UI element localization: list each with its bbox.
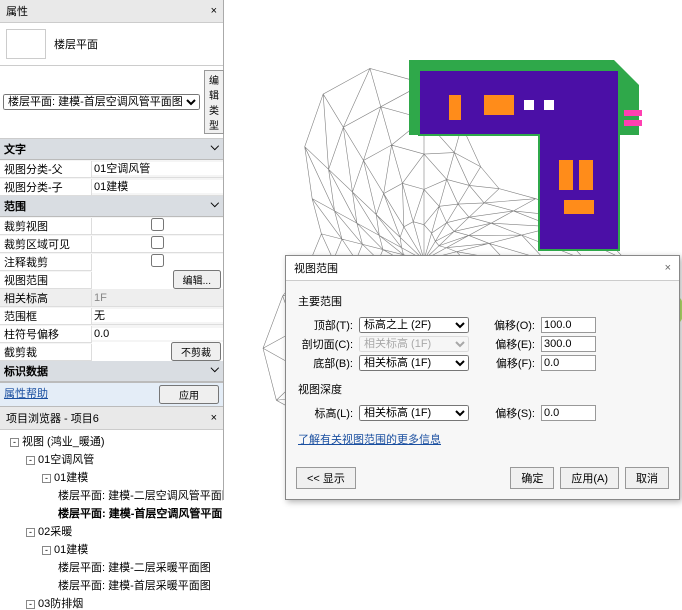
properties-panel: 属性 × 楼层平面 楼层平面: 建模-首层空调风管平面图 编辑类型 文字⌵ 视图…	[0, 0, 224, 500]
view-range-button[interactable]: 编辑...	[173, 270, 221, 289]
anno-crop-check[interactable]	[94, 254, 221, 267]
bottom-offset-field[interactable]	[541, 355, 596, 371]
dialog-title: 视图范围	[294, 260, 338, 276]
type-selector[interactable]: 楼层平面: 建模-首层空调风管平面图	[3, 94, 200, 110]
type-selector-row: 楼层平面: 建模-首层空调风管平面图 编辑类型	[0, 66, 223, 139]
floorplan-icon	[6, 29, 46, 59]
properties-header: 属性 ×	[0, 0, 223, 23]
close-icon[interactable]: ×	[211, 5, 217, 17]
section-scope[interactable]: 范围⌵	[0, 196, 223, 217]
tree-toggle[interactable]: -	[26, 600, 35, 609]
cut-by-button[interactable]: 不剪裁	[171, 342, 221, 361]
tree-item[interactable]: 楼层平面: 建模-二层空调风管平面图	[0, 486, 223, 504]
section-text[interactable]: 文字⌵	[0, 139, 223, 160]
level-select[interactable]: 相关标高 (1F)	[359, 405, 469, 421]
prop-label: 视图分类-子	[0, 179, 92, 195]
group-depth: 视图深度	[298, 381, 667, 399]
crop-visible-check[interactable]	[94, 236, 221, 249]
tree-toggle[interactable]: -	[42, 474, 51, 483]
section-identity[interactable]: 标识数据⌵	[0, 361, 223, 382]
class-parent-field[interactable]	[94, 162, 221, 174]
prop-help-link[interactable]: 属性帮助	[4, 385, 48, 404]
tree-item-active[interactable]: 楼层平面: 建模-首层空调风管平面图	[0, 504, 223, 522]
col-offset-field[interactable]	[94, 328, 221, 340]
tree-item[interactable]: 楼层平面: 建模-二层采暖平面图	[0, 558, 223, 576]
panel-title: 属性	[6, 3, 28, 19]
top-select[interactable]: 标高之上 (2F)	[359, 317, 469, 333]
type-label: 楼层平面	[54, 36, 98, 52]
rel-level-value: 1F	[92, 292, 223, 304]
help-row: 属性帮助 应用	[0, 382, 223, 407]
cut-select: 相关标高 (1F)	[359, 336, 469, 352]
edit-type-button[interactable]: 编辑类型	[204, 70, 224, 134]
tree-toggle[interactable]: -	[10, 438, 19, 447]
expand-icon: ⌵	[211, 363, 219, 379]
level-offset-field[interactable]	[541, 405, 596, 421]
group-main-scope: 主要范围	[298, 293, 667, 311]
apply2-button[interactable]: 应用(A)	[560, 467, 619, 489]
expand-icon: ⌵	[211, 141, 219, 157]
browser-header: 项目浏览器 - 项目6 ×	[0, 407, 223, 430]
more-info-link[interactable]: 了解有关视图范围的更多信息	[298, 434, 441, 446]
tree-toggle[interactable]: -	[26, 528, 35, 537]
project-browser-tree[interactable]: -视图 (鸿业_暖通) -01空调风管 -01建模 楼层平面: 建模-二层空调风…	[0, 430, 223, 610]
ok-button[interactable]: 确定	[510, 467, 554, 489]
prop-label: 视图分类-父	[0, 161, 92, 177]
crop-view-check[interactable]	[94, 218, 221, 231]
cancel-button[interactable]: 取消	[625, 467, 669, 489]
top-offset-field[interactable]	[541, 317, 596, 333]
tree-item[interactable]: 楼层平面: 建模-首层采暖平面图	[0, 576, 223, 594]
show-button[interactable]: << 显示	[296, 467, 356, 489]
bottom-select[interactable]: 相关标高 (1F)	[359, 355, 469, 371]
type-preview-row: 楼层平面	[0, 23, 223, 66]
scope-box-field[interactable]	[94, 309, 221, 321]
cut-offset-field[interactable]	[541, 336, 596, 352]
expand-icon: ⌵	[211, 198, 219, 214]
browser-title: 项目浏览器 - 项目6	[6, 410, 99, 426]
class-child-field[interactable]	[94, 180, 221, 192]
close-icon[interactable]: ×	[665, 262, 671, 274]
tree-toggle[interactable]: -	[26, 456, 35, 465]
view-range-dialog: 视图范围 × 主要范围 顶部(T): 标高之上 (2F) 偏移(O): 剖切面(…	[285, 255, 680, 500]
tree-toggle[interactable]: -	[42, 546, 51, 555]
apply-button[interactable]: 应用	[159, 385, 219, 404]
close-icon[interactable]: ×	[211, 412, 217, 424]
